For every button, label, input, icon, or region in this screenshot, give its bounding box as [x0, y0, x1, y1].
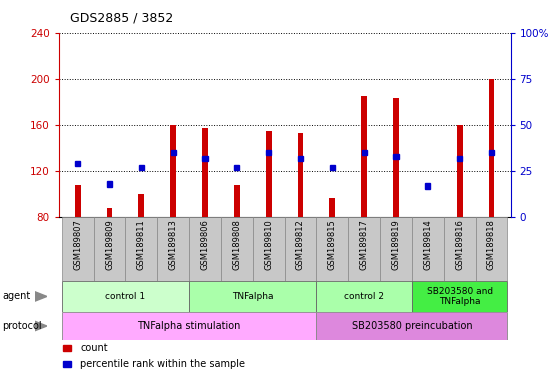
Text: GSM189819: GSM189819	[392, 219, 401, 270]
Bar	[457, 125, 463, 217]
Bar	[444, 217, 475, 281]
Text: GSM189806: GSM189806	[200, 219, 209, 270]
Bar	[380, 217, 412, 281]
Bar	[266, 131, 272, 217]
Text: GSM189817: GSM189817	[360, 219, 369, 270]
Text: GSM189818: GSM189818	[487, 219, 496, 270]
Bar	[107, 182, 112, 187]
Bar	[189, 217, 221, 281]
Bar	[107, 208, 112, 217]
Text: GSM189813: GSM189813	[169, 219, 177, 270]
Text: percentile rank within the sample: percentile rank within the sample	[80, 359, 246, 369]
Text: SB203580 and
TNFalpha: SB203580 and TNFalpha	[426, 287, 493, 306]
Bar	[189, 281, 316, 312]
Text: count: count	[80, 343, 108, 353]
Bar	[316, 312, 507, 340]
Text: control 2: control 2	[344, 292, 384, 301]
Text: TNFalpha: TNFalpha	[232, 292, 273, 301]
Bar	[62, 217, 94, 281]
Bar	[234, 185, 240, 217]
Bar	[63, 345, 71, 351]
Text: GSM189809: GSM189809	[105, 219, 114, 270]
Bar	[297, 133, 304, 217]
Text: GSM189811: GSM189811	[137, 219, 146, 270]
Bar	[266, 150, 271, 155]
Bar	[62, 312, 316, 340]
Bar	[329, 198, 335, 217]
Bar	[62, 281, 189, 312]
Text: GSM189814: GSM189814	[424, 219, 432, 270]
Text: control 1: control 1	[105, 292, 146, 301]
Text: GSM189807: GSM189807	[73, 219, 82, 270]
Text: GSM189812: GSM189812	[296, 219, 305, 270]
Bar	[171, 150, 176, 155]
Bar	[489, 150, 494, 155]
Bar	[234, 165, 239, 170]
Text: GSM189815: GSM189815	[328, 219, 337, 270]
Bar	[457, 156, 462, 161]
Bar	[489, 79, 494, 217]
Text: protocol: protocol	[2, 321, 42, 331]
Bar	[425, 183, 430, 189]
Bar	[330, 165, 335, 170]
Bar	[393, 154, 398, 159]
Text: agent: agent	[2, 291, 31, 301]
Bar	[475, 217, 507, 281]
Bar	[221, 217, 253, 281]
Bar	[170, 125, 176, 217]
Polygon shape	[35, 291, 47, 301]
Bar	[126, 217, 157, 281]
Bar	[316, 281, 412, 312]
Polygon shape	[35, 321, 47, 331]
Bar	[138, 194, 144, 217]
Bar	[203, 156, 208, 161]
Bar	[253, 217, 285, 281]
Bar	[139, 165, 144, 170]
Bar	[202, 129, 208, 217]
Bar	[75, 185, 80, 217]
Bar	[298, 156, 303, 161]
Bar	[412, 217, 444, 281]
Bar	[412, 281, 507, 312]
Text: GSM189808: GSM189808	[232, 219, 242, 270]
Text: GSM189810: GSM189810	[264, 219, 273, 270]
Bar	[393, 98, 399, 217]
Bar	[63, 361, 71, 367]
Text: TNFalpha stimulation: TNFalpha stimulation	[137, 321, 241, 331]
Text: GDS2885 / 3852: GDS2885 / 3852	[70, 12, 173, 25]
Bar	[425, 217, 431, 220]
Bar	[75, 161, 80, 166]
Text: GSM189816: GSM189816	[455, 219, 464, 270]
Bar	[157, 217, 189, 281]
Bar	[316, 217, 348, 281]
Bar	[348, 217, 380, 281]
Bar	[285, 217, 316, 281]
Bar	[94, 217, 126, 281]
Bar	[361, 96, 367, 217]
Bar	[362, 150, 367, 155]
Text: SB203580 preincubation: SB203580 preincubation	[352, 321, 472, 331]
